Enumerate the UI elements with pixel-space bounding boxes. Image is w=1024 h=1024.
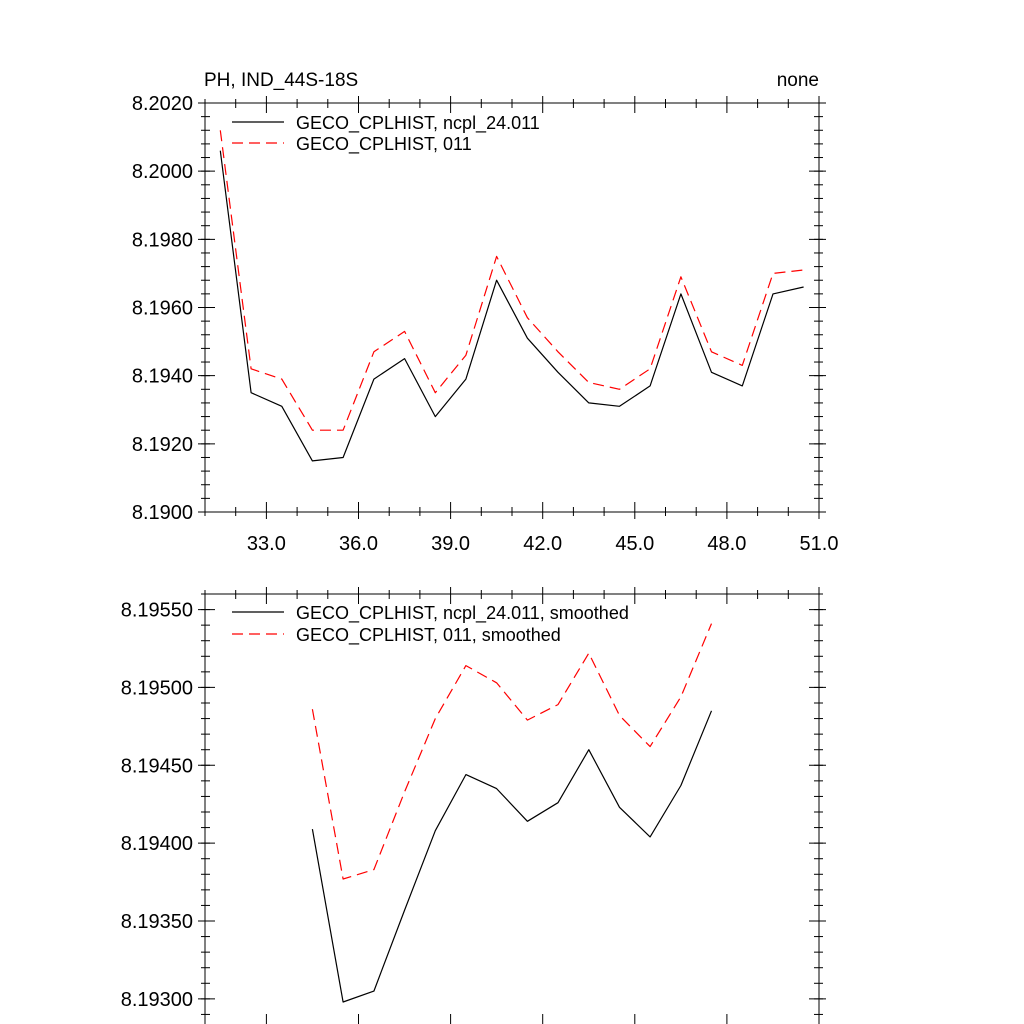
bottom-ticks: 8.19300 8.19350 8.19400 8.19450 8.19500 8.195… (121, 587, 826, 1024)
top-panel-title-right: none (777, 70, 819, 91)
top-plot-frame (204, 102, 820, 513)
top-legend: GECO_CPLHIST, ncpl_24.011 GECO_CPLHIST, … (232, 113, 540, 155)
y-tick-label: 8.1900 (132, 502, 193, 524)
bottom-series-dashed-line (311, 623, 713, 880)
y-tick-label: 8.1940 (132, 366, 193, 388)
bottom-plot-frame (204, 593, 820, 1024)
top-legend-label-1: GECO_CPLHIST, ncpl_24.011 (296, 113, 540, 134)
top-panel-title-left: PH, IND_44S-18S (204, 70, 358, 91)
x-tick-label: 42.0 (523, 533, 562, 555)
y-tick-label: 8.2000 (132, 161, 193, 183)
bottom-legend-label-1: GECO_CPLHIST, ncpl_24.011, smoothed (296, 603, 629, 624)
y-tick-label: 8.19300 (121, 989, 193, 1011)
top-legend-label-2: GECO_CPLHIST, 011 (296, 134, 472, 155)
bottom-legend-label-2: GECO_CPLHIST, 011, smoothed (296, 625, 561, 646)
y-tick-label: 8.19500 (121, 677, 193, 699)
bottom-panel: GECO_CPLHIST, ncpl_24.011, smoothed GECO… (121, 587, 826, 1024)
y-tick-label: 8.1920 (132, 434, 193, 456)
x-tick-label: 48.0 (707, 533, 746, 555)
x-tick-label: 51.0 (800, 533, 839, 555)
top-series-solid-line (219, 150, 804, 462)
top-series-dashed-line (219, 130, 804, 431)
y-tick-label: 8.19550 (121, 600, 193, 622)
y-tick-label: 8.1960 (132, 298, 193, 320)
y-tick-label: 8.1980 (132, 229, 193, 251)
y-tick-label: 8.19350 (121, 911, 193, 933)
x-tick-label: 33.0 (247, 533, 286, 555)
top-ticks: 8.1900 8.1920 8.1940 8.1960 8.1980 8.2000 8.20… (132, 93, 839, 555)
x-tick-label: 36.0 (339, 533, 378, 555)
x-tick-label: 45.0 (615, 533, 654, 555)
bottom-series-solid-line (311, 710, 713, 1003)
bottom-legend: GECO_CPLHIST, ncpl_24.011, smoothed GECO… (232, 603, 629, 646)
y-tick-label: 8.2020 (132, 93, 193, 115)
y-tick-label: 8.19400 (121, 833, 193, 855)
y-tick-label: 8.19450 (121, 755, 193, 777)
x-tick-label: 39.0 (431, 533, 470, 555)
top-panel: PH, IND_44S-18S none GECO_CPLHIST, ncpl_… (132, 70, 839, 555)
